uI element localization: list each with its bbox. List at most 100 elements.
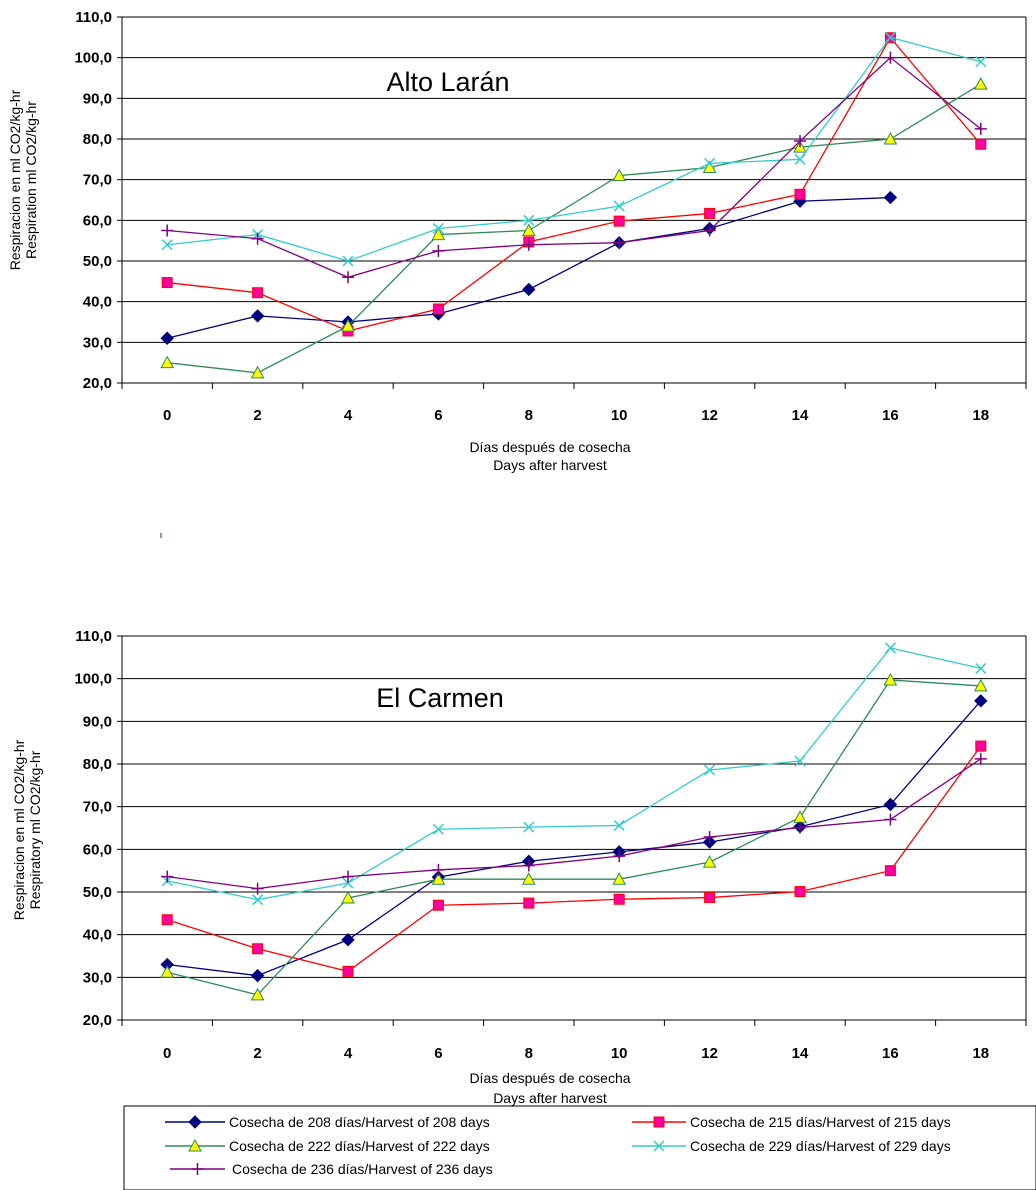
chart-el-carmen: 20,0 30,0 40,0 50,0 60,0 70,0 80,0 90,0 100,0 110… xyxy=(11,628,1027,1106)
y-tick-label: 70,0 xyxy=(83,172,112,189)
y-axis-label-en: Respiratory ml CO2/kg-hr xyxy=(27,750,43,909)
y-tick-label: 30,0 xyxy=(83,334,112,351)
x-tick-label: 14 xyxy=(792,1045,809,1062)
data-point xyxy=(973,678,988,692)
y-tick-label: 100,0 xyxy=(74,671,112,688)
series-line-2 xyxy=(161,32,987,337)
data-point xyxy=(973,77,988,90)
legend-swatch-marker xyxy=(188,1115,202,1129)
legend-label: Cosecha de 215 días/Harvest of 215 days xyxy=(690,1114,951,1130)
data-point xyxy=(975,662,987,674)
x-tick-label: 18 xyxy=(972,1045,989,1062)
y-tick-label: 20,0 xyxy=(83,1012,112,1029)
x-tick-label: 12 xyxy=(701,407,718,424)
data-point xyxy=(250,968,265,983)
legend-label: Cosecha de 236 días/Harvest of 236 days xyxy=(232,1161,493,1177)
data-point xyxy=(432,899,444,911)
data-point xyxy=(341,933,355,947)
x-tick-label: 8 xyxy=(525,407,533,424)
data-point xyxy=(613,215,625,227)
y-tick-label: 20,0 xyxy=(83,375,112,392)
data-point xyxy=(161,239,173,251)
data-point xyxy=(883,672,898,686)
series-line-3 xyxy=(160,77,988,379)
data-point xyxy=(975,138,987,150)
data-point xyxy=(250,987,265,1001)
data-point xyxy=(884,642,896,654)
data-point xyxy=(342,255,354,267)
data-point xyxy=(342,877,354,889)
data-point xyxy=(975,740,987,752)
series-path xyxy=(167,196,891,339)
data-point xyxy=(794,135,806,148)
x-tick-label: 6 xyxy=(434,407,442,424)
x-tick-label: 2 xyxy=(253,1045,261,1062)
series-line-4 xyxy=(161,31,987,267)
data-point xyxy=(703,830,716,843)
data-point xyxy=(432,222,444,234)
y-tick-label: 50,0 xyxy=(83,253,112,270)
data-point xyxy=(883,131,898,145)
x-axis-label: Días después de cosecha xyxy=(469,1070,630,1086)
series-path xyxy=(167,36,982,332)
legend-swatch-marker xyxy=(188,1138,202,1152)
y-tick-label: 90,0 xyxy=(83,713,112,730)
x-tick-label: 14 xyxy=(792,407,809,424)
x-tick-label: 0 xyxy=(163,407,171,424)
y-tick-label: 60,0 xyxy=(83,841,112,858)
y-tick-label: 40,0 xyxy=(83,294,112,311)
data-point xyxy=(160,331,174,345)
legend-entry-1: Cosecha de 208 días/Harvest of 208 days xyxy=(165,1114,490,1130)
data-point xyxy=(794,153,806,165)
y-tick-label: 60,0 xyxy=(83,212,112,229)
series-path xyxy=(167,700,982,977)
data-point xyxy=(432,823,444,835)
x-tick-label: 6 xyxy=(434,1045,442,1062)
series-path xyxy=(167,679,981,996)
data-point xyxy=(252,287,264,299)
data-point xyxy=(341,319,355,332)
legend: Cosecha de 208 días/Harvest of 208 days C… xyxy=(123,1105,1036,1190)
y-axis-label: Respiracion en ml CO2/kg-hr xyxy=(7,89,23,270)
data-point xyxy=(612,168,627,182)
data-point xyxy=(432,303,444,315)
y-tick-label: 110,0 xyxy=(75,9,112,26)
series-line-5 xyxy=(161,752,987,895)
data-point xyxy=(160,965,175,978)
x-tick-label: 10 xyxy=(611,1045,628,1062)
series-line-1 xyxy=(160,694,988,983)
data-point xyxy=(523,897,535,909)
data-point xyxy=(252,894,264,906)
data-point xyxy=(974,694,988,708)
x-axis-label-en: Days after harvest xyxy=(493,457,607,473)
legend-label: Cosecha de 222 días/Harvest of 222 days xyxy=(229,1138,490,1154)
series-path xyxy=(167,745,982,973)
series-path xyxy=(167,83,982,374)
data-point xyxy=(612,872,627,885)
series-path xyxy=(167,758,982,890)
data-point xyxy=(432,244,445,257)
chart-title: El Carmen xyxy=(376,683,504,713)
data-point xyxy=(613,819,625,831)
data-point xyxy=(884,865,896,877)
y-axis-label: Respiracion en ml CO2/kg-hr xyxy=(11,739,27,920)
data-point xyxy=(161,870,174,883)
data-point xyxy=(794,188,806,200)
y-tick-label: 100,0 xyxy=(74,50,112,67)
data-point xyxy=(613,850,626,863)
data-point xyxy=(884,813,897,826)
chart-title: Alto Larán xyxy=(386,67,509,97)
legend-swatch-marker xyxy=(191,1163,204,1175)
data-point xyxy=(522,859,535,872)
legend-entry-2: Cosecha de 215 días/Harvest of 215 days xyxy=(632,1114,951,1130)
data-point xyxy=(161,914,173,926)
data-point xyxy=(704,764,716,776)
x-tick-label: 4 xyxy=(344,407,353,424)
data-point xyxy=(883,797,898,812)
x-tick-label: 2 xyxy=(253,407,261,424)
x-tick-label: 8 xyxy=(525,1045,533,1062)
y-tick-label: 80,0 xyxy=(83,131,112,148)
chart-alto-laran: 20,0 30,0 40,0 50,0 60,0 70,0 80,0 90,0 100,0 110… xyxy=(7,9,1027,473)
data-point xyxy=(522,282,536,297)
